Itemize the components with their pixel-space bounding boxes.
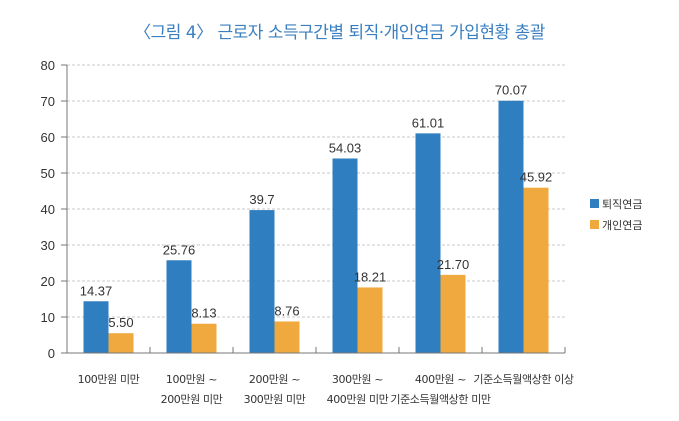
y-tick-label: 20: [41, 274, 55, 289]
x-category-label: 100만원 ~: [166, 373, 217, 386]
bar-retirement-pension: [83, 301, 109, 353]
data-label: 70.07: [495, 83, 528, 98]
bar-personal-pension: [440, 274, 466, 353]
x-category-label: 300만원 ~: [332, 373, 383, 386]
legend-swatch: [590, 220, 599, 229]
bar-personal-pension: [108, 333, 134, 353]
data-label: 8.13: [191, 306, 216, 321]
y-tick-label: 70: [41, 94, 55, 109]
bars: 14.37 5.50 25.76 8.13 39.7 8.76 54.03 18.21 61.0…: [80, 83, 553, 353]
data-label: 39.7: [249, 192, 274, 207]
x-category-label: 100만원 미만: [78, 373, 140, 386]
x-category-label: 400만원 미만: [327, 393, 389, 406]
legend-label: 퇴직연금: [602, 198, 642, 211]
data-label: 5.50: [108, 315, 133, 330]
bar-retirement-pension: [166, 260, 192, 353]
y-tick-label: 80: [41, 58, 55, 73]
data-label: 61.01: [412, 115, 445, 130]
bar-personal-pension: [357, 287, 383, 353]
x-category-label: 기준소득월액상한 이상: [473, 373, 574, 386]
x-category-label: 200만원 미만: [161, 393, 223, 406]
y-tick-label: 30: [41, 238, 55, 253]
y-tick-label: 10: [41, 310, 55, 325]
bar-personal-pension: [191, 323, 217, 353]
legend-label: 개인연금: [602, 219, 642, 232]
y-tick-label: 60: [41, 130, 55, 145]
data-label: 54.03: [329, 140, 362, 155]
data-label: 21.70: [437, 257, 470, 272]
data-label: 14.37: [80, 283, 113, 298]
x-category-label: 300만원 미만: [244, 393, 306, 406]
x-category-label: 기준소득월액상한 미만: [390, 393, 491, 406]
chart-title: 〈그림 4〉 근로자 소득구간별 퇴직·개인연금 가입현황 총괄: [134, 23, 545, 43]
y-tick-label: 50: [41, 166, 55, 181]
bar-retirement-pension: [415, 133, 441, 353]
legend-swatch: [590, 199, 599, 208]
bar-personal-pension: [274, 321, 300, 353]
data-label: 18.21: [354, 269, 387, 284]
y-axis: 0 10 20 30 40 50 60 70 80: [41, 58, 68, 361]
y-tick-label: 0: [48, 346, 55, 361]
y-tick-label: 40: [41, 202, 55, 217]
bar-personal-pension: [523, 187, 549, 353]
x-category-label: 200만원 ~: [249, 373, 300, 386]
bar-retirement-pension: [249, 210, 275, 353]
x-category-label: 400만원 ~: [415, 373, 466, 386]
x-axis: 100만원 미만 100만원 ~ 200만원 미만 200만원 ~ 300만원 미만 30…: [67, 347, 574, 406]
data-label: 25.76: [163, 242, 196, 257]
bar-retirement-pension: [498, 100, 524, 353]
bar-retirement-pension: [332, 158, 358, 353]
data-label: 8.76: [274, 303, 299, 318]
gridlines: [67, 64, 565, 318]
data-label: 45.92: [520, 170, 553, 185]
